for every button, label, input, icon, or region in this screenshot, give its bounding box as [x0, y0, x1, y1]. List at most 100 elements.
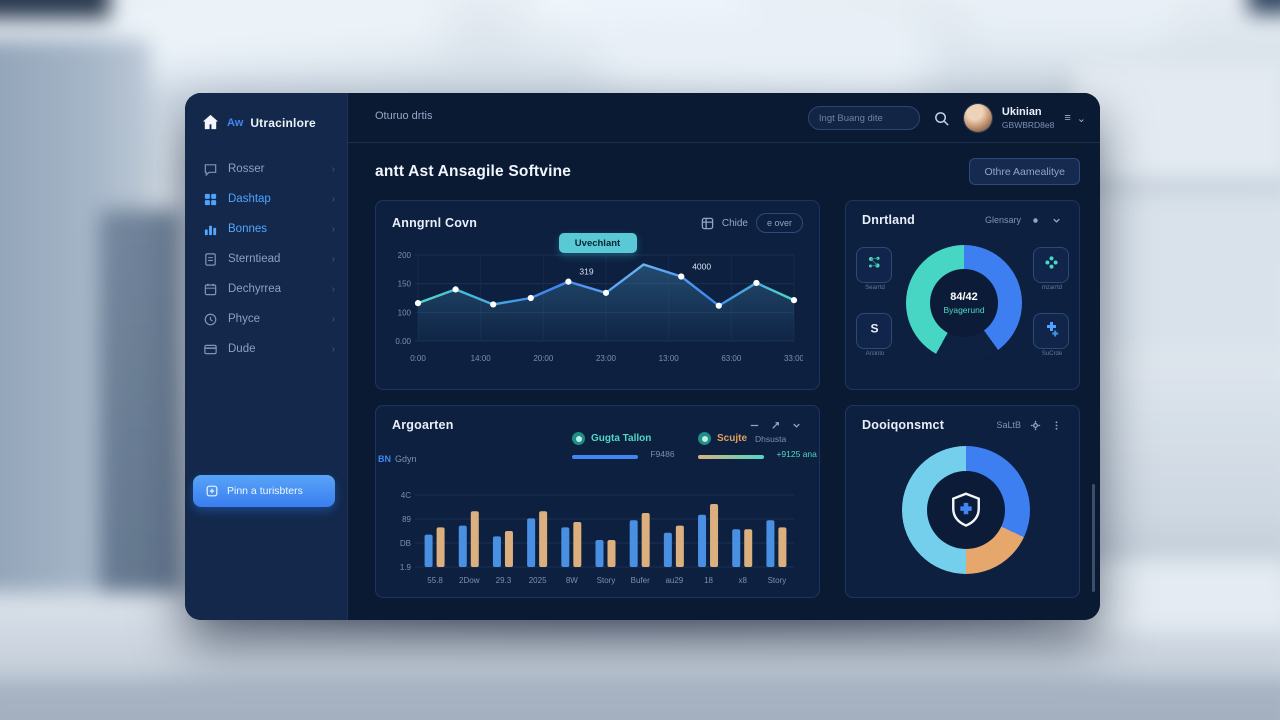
sidebar-item-dechyrrea[interactable]: Dechyrrea ›: [185, 274, 347, 304]
search-icon[interactable]: [930, 106, 954, 130]
menu-icon[interactable]: ≡: [1064, 112, 1071, 124]
donut-center-value: 84/42: [950, 291, 978, 303]
dot-icon[interactable]: [1029, 214, 1042, 227]
svg-text:Story: Story: [768, 576, 787, 585]
svg-text:x8: x8: [739, 576, 748, 585]
flower-icon: [1043, 254, 1060, 276]
svg-text:63:00: 63:00: [721, 354, 742, 363]
svg-text:20:00: 20:00: [533, 354, 554, 363]
svg-text:S: S: [870, 322, 878, 336]
svg-text:8W: 8W: [566, 576, 578, 585]
panel-donut1-title: Dnrtland: [862, 213, 915, 227]
legend-series-2: Scujte Dhsusta +9125 ana: [698, 432, 819, 463]
svg-text:0:00: 0:00: [410, 354, 426, 363]
svg-text:DB: DB: [400, 539, 411, 548]
svg-text:4000: 4000: [692, 262, 711, 272]
sidebar-item-dude[interactable]: Dude ›: [185, 334, 347, 364]
chevron-down-icon[interactable]: ⌄: [1076, 112, 1086, 125]
s-shape-icon: S: [866, 320, 883, 342]
settings-icon[interactable]: [1029, 419, 1042, 432]
svg-text:1.9: 1.9: [400, 563, 412, 572]
panel-donut2-menu[interactable]: SaLtB: [996, 420, 1021, 430]
series2-icon: [698, 432, 711, 445]
svg-text:100: 100: [398, 308, 412, 317]
sidebar-cta-button[interactable]: Pinn a turisbters: [193, 475, 335, 507]
svg-text:33:00: 33:00: [784, 354, 803, 363]
series1-icon: [572, 432, 585, 445]
more-icon[interactable]: [1050, 419, 1063, 432]
minimize-icon[interactable]: [748, 419, 761, 432]
chevron-right-icon: ›: [331, 163, 335, 175]
chevron-right-icon: ›: [331, 283, 335, 295]
stat-tile-sucrde[interactable]: SuCrde: [1033, 313, 1069, 357]
stat-tile-arsinto[interactable]: S Arsinto: [856, 313, 892, 357]
grid-icon[interactable]: [701, 217, 714, 230]
chart-icon: [203, 222, 218, 237]
svg-text:2Dow: 2Dow: [459, 576, 480, 585]
panel-donut1-menu[interactable]: Glensary: [984, 215, 1021, 225]
sidebar-item-label: Rosser: [228, 163, 265, 175]
expand-icon[interactable]: [769, 419, 782, 432]
panel-line-range-button[interactable]: e over: [755, 213, 803, 233]
breadcrumb: Oturuo drtis: [375, 110, 433, 122]
app-logo[interactable]: Aw Utracinlore: [185, 93, 347, 132]
chevron-right-icon: ›: [331, 343, 335, 355]
panel-line-chart: Anngrnl Covn Chide e over Uvechlant 200 1…: [375, 200, 820, 390]
user-name: Ukinian: [1001, 106, 1042, 119]
panel-donut-status: Dnrtland Glensary Searrtd mzarrtd S Arsinto…: [845, 200, 1080, 390]
tile-label: SuCrde: [1041, 351, 1063, 357]
document-icon: [203, 252, 218, 267]
panel-donut-security: Dooiqonsmct SaLtB: [845, 405, 1080, 598]
search-box[interactable]: [807, 106, 920, 130]
sidebar-item-phyce[interactable]: Phyce ›: [185, 304, 347, 334]
sidebar-item-dashtap[interactable]: Dashtap ›: [185, 184, 347, 214]
panel-line-tool-label[interactable]: Chide: [721, 217, 748, 229]
sidebar-item-rosser[interactable]: Rosser ›: [185, 154, 347, 184]
box-icon: [206, 485, 218, 497]
search-input[interactable]: [808, 112, 919, 124]
caret-icon[interactable]: [790, 419, 803, 432]
svg-text:2025: 2025: [529, 576, 547, 585]
sidebar: Aw Utracinlore Rosser › Dashtap › Bonnes › Ste…: [185, 93, 348, 620]
cabinet: [1070, 60, 1280, 180]
svg-text:200: 200: [398, 251, 412, 260]
line-chart: 200 150 100 0.00 0:00 14:00 20:00 23:00 13:00 63:…: [395, 251, 803, 363]
scrollbar[interactable]: [1092, 484, 1095, 592]
user-menu[interactable]: Ukinian GBWBRD8e8: [1002, 106, 1054, 129]
dashboard-icon: [203, 192, 218, 207]
page-title: antt Ast Ansagile Softvine: [375, 162, 572, 180]
sidebar-nav: Rosser › Dashtap › Bonnes › Sterntiead › Dechyrr…: [185, 154, 347, 364]
svg-text:0.00: 0.00: [395, 337, 411, 346]
tile-label: mzarrtd: [1041, 285, 1063, 291]
cabinet: [1090, 200, 1280, 350]
svg-text:18: 18: [704, 576, 713, 585]
live-chart-badge: Uvechlant: [558, 233, 637, 253]
donut-center-label: Byagerund: [943, 305, 985, 315]
chevron-right-icon: ›: [331, 313, 335, 325]
user-avatar[interactable]: [963, 104, 992, 132]
chevron-right-icon: ›: [331, 223, 335, 235]
svg-text:14:00: 14:00: [471, 354, 492, 363]
svg-text:23:00: 23:00: [596, 354, 617, 363]
ceiling-light: [980, 0, 1160, 24]
panel-bar-chart: Argoarten BN Gdyn Gugta Tallon: [375, 405, 820, 598]
page-action-button[interactable]: Othre Aamealitye: [969, 158, 1080, 185]
home-icon: [202, 114, 219, 130]
sidebar-item-sterntiead[interactable]: Sterntiead ›: [185, 244, 347, 274]
stat-tile-searrtd[interactable]: Searrtd: [856, 247, 892, 291]
donut-chart-security: [902, 446, 1030, 574]
molecule-icon: [866, 254, 883, 276]
donut-chart-status: 84/42 Byagerund: [906, 245, 1022, 361]
stat-tile-mzarrtd[interactable]: mzarrtd: [1033, 247, 1069, 291]
sidebar-item-bonnes[interactable]: Bonnes ›: [185, 214, 347, 244]
calendar-icon: [203, 282, 218, 297]
card-icon: [203, 342, 218, 357]
sidebar-item-label: Dashtap: [228, 193, 271, 205]
panel-donut2-title: Dooiqonsmct: [862, 418, 945, 432]
bar-axis-tag: BN Gdyn: [378, 454, 417, 464]
caret-icon[interactable]: [1050, 214, 1063, 227]
cta-label: Pinn a turisbters: [227, 485, 303, 497]
svg-text:Bufer: Bufer: [631, 576, 650, 585]
main-area: Oturuo drtis Ukinian GBWBRD8e8 ≡: [348, 93, 1100, 620]
